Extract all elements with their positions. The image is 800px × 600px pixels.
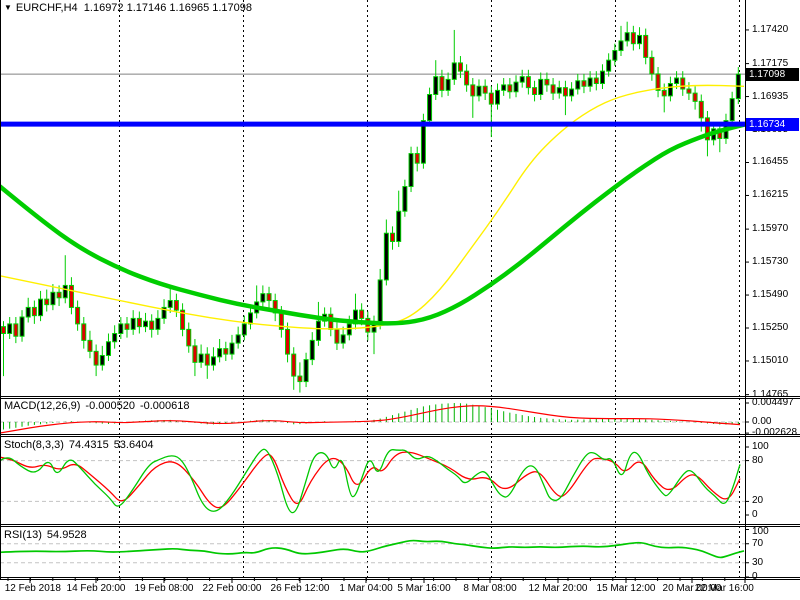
stochastic-panel[interactable]	[0, 448, 745, 514]
current-price-badge: 1.17098	[746, 67, 799, 81]
time-axis-label: 20 Mar 00:00	[662, 583, 722, 594]
macd-tick-label: -0.002628	[752, 427, 798, 439]
stoch-tick-label: 100	[752, 441, 769, 452]
rsi-tick-label: 30	[752, 556, 764, 568]
price-tick-label: 1.16455	[752, 156, 789, 168]
stoch-value-k: 74.4315	[68, 439, 109, 451]
stoch-name: Stoch(8,3,3)	[4, 439, 64, 451]
time-axis-label: 8 Mar 08:00	[463, 583, 517, 594]
rsi-tick-label: 0	[752, 571, 758, 582]
macd-name: MACD(12,26,9)	[4, 400, 81, 412]
axis-ticks	[7, 29, 749, 583]
rsi-name: RSI(13)	[4, 529, 42, 541]
symbol-period-label: EURCHF,H4	[15, 2, 78, 14]
rsi-tick-label: 70	[752, 537, 764, 549]
rsi-tick-label: 100	[752, 526, 769, 537]
chart-title: ▼ EURCHF,H4 1.16972 1.17146 1.16965 1.170…	[4, 2, 252, 14]
macd-panel[interactable]	[0, 403, 745, 434]
time-axis-label: 22 Mar 16:00	[694, 583, 754, 594]
panel-borders	[0, 0, 800, 580]
time-axis-label: 1 Mar 04:00	[339, 583, 393, 594]
stoch-panel-label: Stoch(8,3,3) 74.4315 53.6404	[4, 439, 158, 451]
symbol-dropdown-icon[interactable]: ▼	[4, 3, 12, 12]
stoch-tick-label: 0	[752, 509, 758, 520]
time-axis-label: 26 Feb 12:00	[270, 583, 330, 594]
price-tick-label: 1.16215	[752, 189, 789, 201]
time-axis-label: 22 Feb 00:00	[202, 583, 262, 594]
time-axis-label: 19 Feb 08:00	[134, 583, 194, 594]
macd-value-signal: -0.000618	[139, 400, 190, 412]
period-separators	[119, 0, 740, 577]
stoch-tick-label: 20	[752, 495, 764, 507]
price-tick-label: 1.15250	[752, 322, 789, 333]
moving-averages	[0, 84, 747, 330]
price-tick-label: 1.15490	[752, 289, 789, 301]
rsi-panel-label: RSI(13) 54.9528	[4, 529, 92, 541]
stoch-tick-label: 80	[752, 454, 764, 466]
price-tick-label: 1.15010	[752, 354, 789, 366]
price-tick-label: 1.14765	[752, 388, 789, 400]
price-tick-label: 1.15730	[752, 256, 789, 268]
time-axis-label: 5 Mar 16:00	[397, 583, 451, 594]
rsi-panel[interactable]	[0, 539, 745, 564]
candles-series	[1, 21, 741, 393]
time-axis-label: 12 Feb 2018	[4, 583, 61, 594]
macd-tick-label: 0.00	[752, 416, 772, 427]
time-axis-label: 14 Feb 20:00	[66, 583, 126, 594]
stoch-value-d: 53.6404	[113, 439, 154, 451]
macd-value-main: -0.000520	[85, 400, 135, 412]
macd-tick-label: 0.004497	[752, 396, 794, 408]
ohlc-values-label: 1.16972 1.17146 1.16965 1.17098	[83, 2, 252, 14]
time-axis-label: 15 Mar 12:00	[596, 583, 656, 594]
price-tick-label: 1.16935	[752, 90, 789, 102]
price-tick-label: 1.15970	[752, 223, 789, 235]
time-axis-label: 12 Mar 20:00	[528, 583, 588, 594]
rsi-value: 54.9528	[46, 529, 87, 541]
price-tick-label: 1.17420	[752, 23, 789, 35]
macd-panel-label: MACD(12,26,9) -0.000520 -0.000618	[4, 400, 195, 412]
price-tick-label: 1.17175	[752, 57, 789, 69]
blue-hline-price-badge: 1.16734	[746, 117, 799, 131]
